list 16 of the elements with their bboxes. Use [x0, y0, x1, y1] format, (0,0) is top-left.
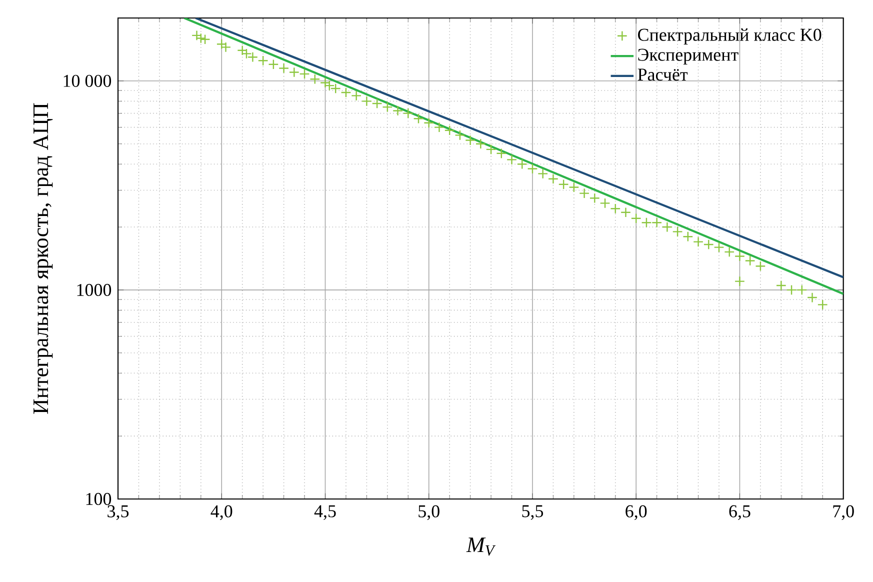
x-tick-label: 6,5: [729, 505, 750, 520]
x-tick-label: 7,0: [833, 505, 854, 520]
y-tick-label: 10 000: [64, 74, 112, 87]
y-tick-label: 100: [86, 492, 112, 506]
x-tick-label: 4,0: [210, 505, 232, 520]
x-tick-label: 4,5: [314, 505, 336, 520]
legend-label: Спектральный класс K0: [638, 28, 822, 45]
legend-label: Эксперимент: [638, 48, 738, 64]
x-tick-label: 5,0: [418, 505, 440, 520]
y-tick-label: 1000: [77, 284, 112, 296]
x-tick-label: 3,5: [108, 505, 129, 520]
x-axis-title: M$_{V}$: [466, 538, 496, 556]
legend-label: Расчёт: [638, 68, 688, 81]
y-axis-title: Интегральная яркость, град АЦП: [33, 103, 53, 414]
x-tick-label: 6,0: [626, 505, 647, 520]
x-tick-label: 5,5: [522, 505, 544, 520]
